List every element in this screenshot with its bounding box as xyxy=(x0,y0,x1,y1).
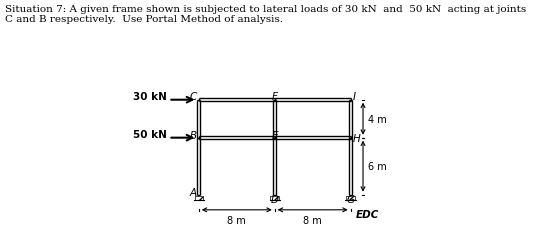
Text: 8 m: 8 m xyxy=(227,215,246,225)
Bar xyxy=(347,196,355,200)
Text: E: E xyxy=(272,131,278,141)
Text: H: H xyxy=(353,133,361,143)
Bar xyxy=(271,196,279,200)
Text: A: A xyxy=(190,187,197,197)
Text: I: I xyxy=(353,92,356,102)
Text: Situation 7: A given frame shown is subjected to lateral loads of 30 kN  and  50: Situation 7: A given frame shown is subj… xyxy=(5,4,526,24)
Text: 8 m: 8 m xyxy=(303,215,322,225)
Text: 30 kN: 30 kN xyxy=(133,92,166,101)
Text: B: B xyxy=(190,131,197,141)
Text: 4 m: 4 m xyxy=(368,114,387,124)
Text: F: F xyxy=(272,92,278,102)
Bar xyxy=(194,196,203,200)
Text: EDC: EDC xyxy=(356,209,379,219)
Text: C: C xyxy=(189,92,197,102)
Text: G: G xyxy=(347,194,355,205)
Text: 50 kN: 50 kN xyxy=(133,129,166,139)
Text: 6 m: 6 m xyxy=(368,161,387,171)
Text: D: D xyxy=(271,194,279,205)
